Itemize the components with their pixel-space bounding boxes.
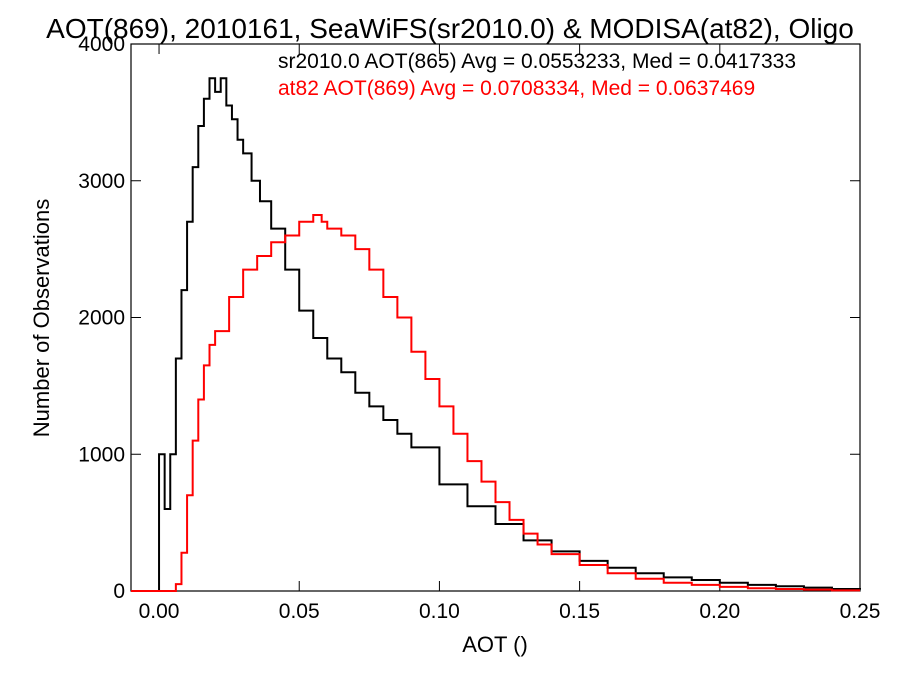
x-tick-label: 0.10 [419, 600, 460, 623]
x-axis-ticks: 0.00 0.05 0.10 0.15 0.20 0.25 [139, 44, 881, 623]
x-tick-label: 0.20 [699, 600, 740, 623]
y-tick-label: 0 [113, 580, 125, 603]
series-group [131, 77, 861, 592]
x-tick-label: 0.05 [279, 600, 320, 623]
y-tick-label: 2000 [78, 307, 125, 330]
y-tick-label: 3000 [78, 170, 125, 193]
y-axis-ticks: 0 1000 2000 3000 4000 [78, 33, 860, 603]
x-tick-label: 0.15 [559, 600, 600, 623]
x-tick-label: 0.25 [840, 600, 881, 623]
chart-title: AOT(869), 2010161, SeaWiFS(sr2010.0) & M… [46, 13, 854, 44]
y-axis-label: Number of Observations [29, 199, 54, 437]
series-line-sr2010 [131, 77, 861, 592]
x-axis-label: AOT () [462, 632, 528, 657]
y-tick-label: 4000 [78, 33, 125, 56]
x-tick-label: 0.00 [139, 600, 180, 623]
annotation-sr2010: sr2010.0 AOT(865) Avg = 0.0553233, Med =… [278, 50, 796, 73]
y-tick-label: 1000 [78, 443, 125, 466]
annotation-at82: at82 AOT(869) Avg = 0.0708334, Med = 0.0… [278, 77, 755, 100]
series-line-at82 [131, 213, 860, 592]
